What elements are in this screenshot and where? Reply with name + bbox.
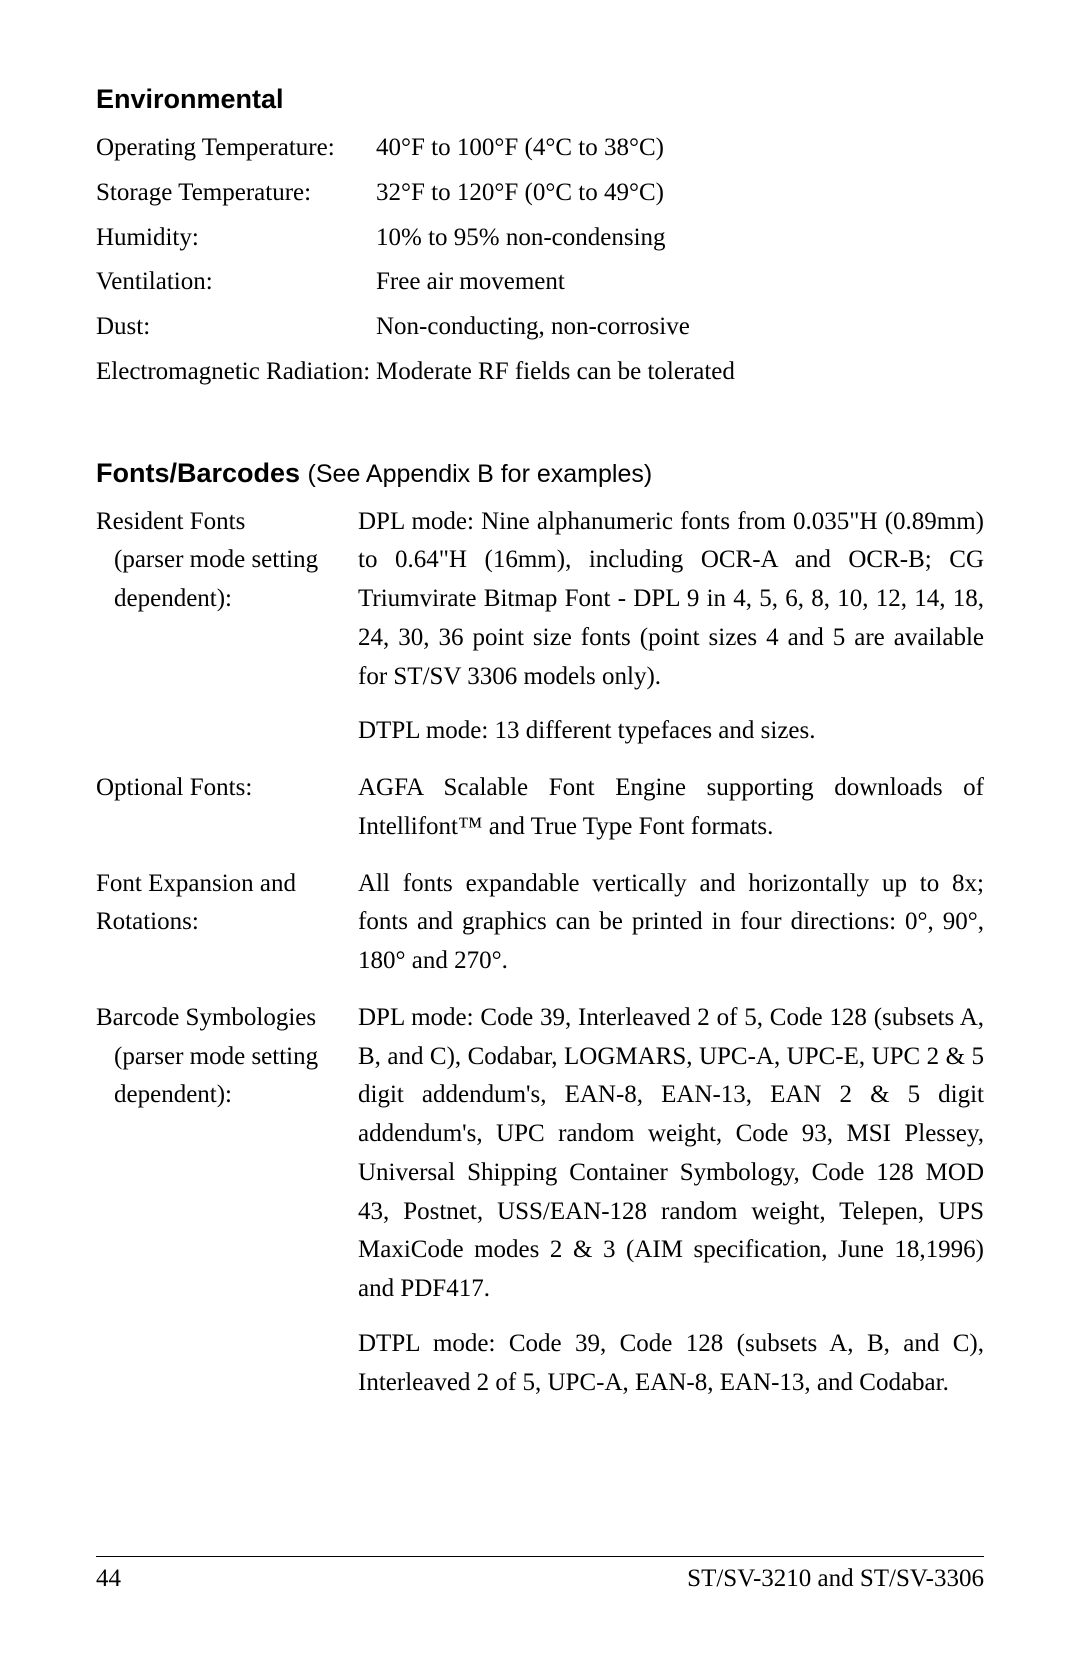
spec-row: Dust: Non-conducting, non-corrosive [96, 308, 984, 347]
spec-paragraph: DPL mode: Nine alphanumeric fonts from 0… [358, 503, 984, 697]
heading-environmental: Environmental [96, 84, 984, 115]
fonts-barcodes-section: Fonts/Barcodes (See Appendix B for examp… [96, 458, 984, 1403]
label-main: Font Expansion and Rotations: [96, 870, 296, 936]
spec-value: All fonts expandable vertically and hori… [358, 865, 984, 981]
spec-row: Ventilation: Free air movement [96, 263, 984, 302]
spec-paragraph: All fonts expandable vertically and hori… [358, 865, 984, 981]
spec-paragraph: AGFA Scalable Font Engine supporting dow… [358, 769, 984, 847]
spec-label: Ventilation: [96, 263, 376, 302]
spec-value: DPL mode: Nine alphanumeric fonts from 0… [358, 503, 984, 752]
spec-label: Humidity: [96, 219, 376, 258]
spec-label: Electromagnetic Radiation: [96, 353, 376, 392]
spec-label: Font Expansion and Rotations: [96, 865, 358, 943]
label-main: Resident Fonts [96, 508, 245, 535]
heading-fonts-barcodes: Fonts/Barcodes (See Appendix B for examp… [96, 458, 984, 489]
spec-row: Humidity: 10% to 95% non-condensing [96, 219, 984, 258]
spec-value: 10% to 95% non-condensing [376, 219, 984, 258]
page-number: 44 [96, 1565, 121, 1593]
label-main: Barcode Symbologies [96, 1004, 316, 1031]
spec-row: Storage Temperature: 32°F to 120°F (0°C … [96, 174, 984, 213]
spec-row: Font Expansion and Rotations: All fonts … [96, 865, 984, 981]
spec-label: Operating Temperature: [96, 129, 376, 168]
spec-label: Optional Fonts: [96, 769, 358, 808]
spec-value: DPL mode: Code 39, Interleaved 2 of 5, C… [358, 999, 984, 1403]
page: Environmental Operating Temperature: 40°… [0, 0, 1080, 1669]
spec-value: Non-conducting, non-corrosive [376, 308, 984, 347]
spec-label: Storage Temperature: [96, 174, 376, 213]
footer-title: ST/SV-3210 and ST/SV-3306 [687, 1565, 984, 1593]
spec-label: Dust: [96, 308, 376, 347]
page-footer: 44 ST/SV-3210 and ST/SV-3306 [96, 1556, 984, 1593]
spec-paragraph: DTPL mode: 13 different typefaces and si… [358, 712, 984, 751]
spec-row: Resident Fonts (parser mode setting depe… [96, 503, 984, 752]
spec-label: Resident Fonts (parser mode setting depe… [96, 503, 358, 619]
spec-value: Free air movement [376, 263, 984, 302]
spec-row: Operating Temperature: 40°F to 100°F (4°… [96, 129, 984, 168]
heading-main: Fonts/Barcodes [96, 458, 308, 488]
label-sub: (parser mode setting dependent): [96, 541, 346, 619]
environmental-table: Operating Temperature: 40°F to 100°F (4°… [96, 129, 984, 392]
spec-value: AGFA Scalable Font Engine supporting dow… [358, 769, 984, 847]
spec-row: Barcode Symbologies (parser mode setting… [96, 999, 984, 1403]
spec-row: Electromagnetic Radiation: Moderate RF f… [96, 353, 984, 392]
spec-row: Optional Fonts: AGFA Scalable Font Engin… [96, 769, 984, 847]
spec-paragraph: DPL mode: Code 39, Interleaved 2 of 5, C… [358, 999, 984, 1309]
heading-sub: (See Appendix B for examples) [308, 460, 653, 488]
spec-value: 40°F to 100°F (4°C to 38°C) [376, 129, 984, 168]
fonts-barcodes-table: Resident Fonts (parser mode setting depe… [96, 503, 984, 1403]
spec-value: Moderate RF fields can be tolerated [376, 353, 984, 392]
spec-label: Barcode Symbologies (parser mode setting… [96, 999, 358, 1115]
label-sub: (parser mode setting dependent): [96, 1038, 346, 1116]
spec-value: 32°F to 120°F (0°C to 49°C) [376, 174, 984, 213]
label-main: Optional Fonts: [96, 774, 252, 801]
spec-paragraph: DTPL mode: Code 39, Code 128 (subsets A,… [358, 1325, 984, 1403]
